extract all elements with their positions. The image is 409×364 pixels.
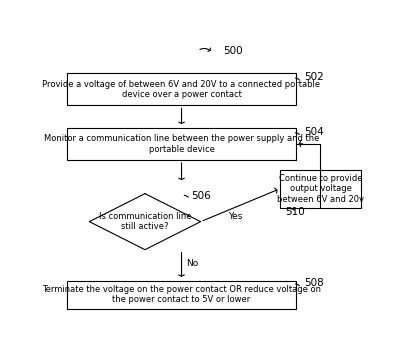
Text: 506: 506 bbox=[191, 191, 210, 201]
FancyBboxPatch shape bbox=[67, 73, 295, 105]
Text: No: No bbox=[186, 259, 198, 268]
Text: 510: 510 bbox=[284, 207, 304, 217]
Text: 502: 502 bbox=[303, 72, 323, 82]
FancyBboxPatch shape bbox=[67, 128, 295, 160]
Text: 504: 504 bbox=[303, 127, 323, 137]
Text: Is communication line
still active?: Is communication line still active? bbox=[99, 212, 191, 232]
Text: 500: 500 bbox=[222, 46, 242, 56]
Text: Yes: Yes bbox=[227, 211, 241, 221]
Text: Provide a voltage of between 6V and 20V to a connected portable
device over a po: Provide a voltage of between 6V and 20V … bbox=[43, 79, 320, 99]
Text: 508: 508 bbox=[303, 278, 323, 288]
Text: Monitor a communication line between the power supply and the
portable device: Monitor a communication line between the… bbox=[44, 134, 319, 154]
Text: Continue to provide
output voltage
between 6V and 20v: Continue to provide output voltage betwe… bbox=[276, 174, 363, 203]
FancyBboxPatch shape bbox=[67, 281, 295, 309]
Text: Terminate the voltage on the power contact OR reduce voltage on
the power contac: Terminate the voltage on the power conta… bbox=[42, 285, 320, 304]
FancyBboxPatch shape bbox=[279, 170, 360, 207]
